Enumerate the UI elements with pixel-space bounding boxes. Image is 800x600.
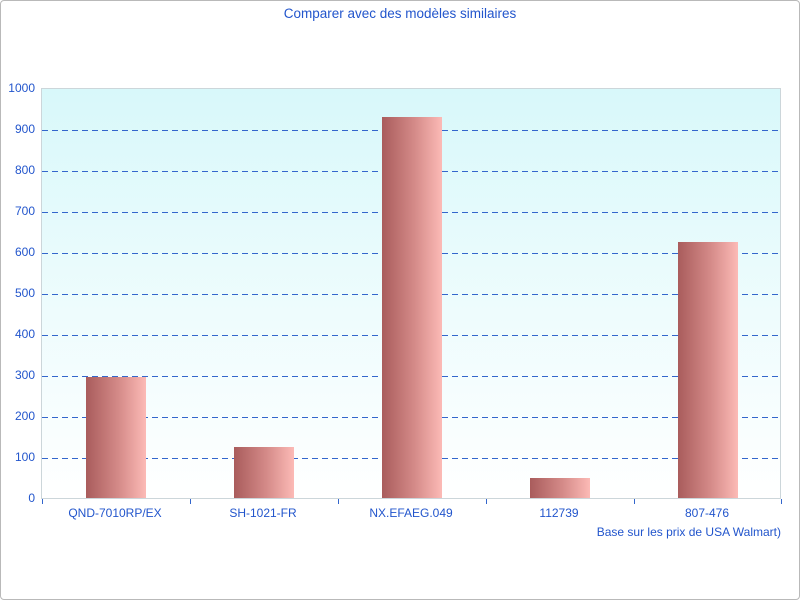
x-category-label: 807-476	[684, 506, 730, 520]
bar-112739	[530, 477, 590, 498]
x-axis-tick	[42, 499, 43, 504]
bar-807-476	[678, 241, 738, 498]
x-category-label: QND-7010RP/EX	[68, 506, 162, 520]
x-axis-tick	[634, 499, 635, 504]
chart-footnote: Base sur les prix de USA Walmart)	[596, 525, 781, 539]
plot-area	[41, 88, 782, 504]
y-tick-label-300: 300	[14, 368, 35, 382]
x-axis-tick	[338, 499, 339, 504]
y-tick-label-100: 100	[14, 450, 35, 464]
bar-SH-1021-FR	[234, 446, 294, 498]
bar-NX.EFAEG.049	[382, 116, 442, 498]
y-tick-label-1000: 1000	[8, 81, 35, 95]
x-axis-tick	[486, 499, 487, 504]
x-category-label: NX.EFAEG.049	[369, 506, 453, 520]
y-tick-label-400: 400	[14, 327, 35, 341]
y-tick-label-900: 900	[14, 122, 35, 136]
x-axis-tick	[190, 499, 191, 504]
y-tick-label-500: 500	[14, 286, 35, 300]
y-tick-label-700: 700	[14, 204, 35, 218]
y-tick-label-0: 0	[28, 491, 35, 505]
x-axis-tick	[781, 499, 782, 504]
y-tick-label-800: 800	[14, 163, 35, 177]
chart-title: Comparer avec des modèles similaires	[283, 6, 517, 21]
x-category-label: 112739	[539, 506, 579, 520]
y-tick-label-200: 200	[14, 409, 35, 423]
bar-QND-7010RP/EX	[86, 377, 146, 498]
y-tick-label-600: 600	[14, 245, 35, 259]
x-category-label: SH-1021-FR	[229, 506, 297, 520]
